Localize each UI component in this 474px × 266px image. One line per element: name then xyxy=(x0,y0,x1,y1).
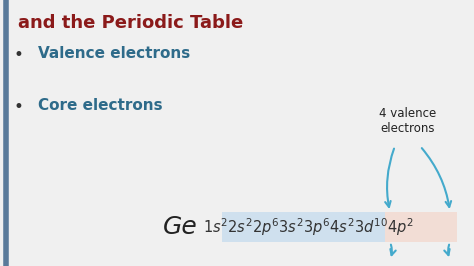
Text: 4 valence
electrons: 4 valence electrons xyxy=(379,107,437,135)
Text: •: • xyxy=(14,46,24,64)
FancyBboxPatch shape xyxy=(222,212,385,242)
Text: Ge: Ge xyxy=(163,215,197,239)
Text: Valence electrons: Valence electrons xyxy=(38,46,190,61)
Text: $1s^22s^22p^63s^23p^64s^23d^{10}4p^2$: $1s^22s^22p^63s^23p^64s^23d^{10}4p^2$ xyxy=(202,216,413,238)
Text: Core electrons: Core electrons xyxy=(38,98,163,113)
Text: •: • xyxy=(14,98,24,116)
FancyBboxPatch shape xyxy=(385,212,457,242)
Text: and the Periodic Table: and the Periodic Table xyxy=(18,14,243,32)
